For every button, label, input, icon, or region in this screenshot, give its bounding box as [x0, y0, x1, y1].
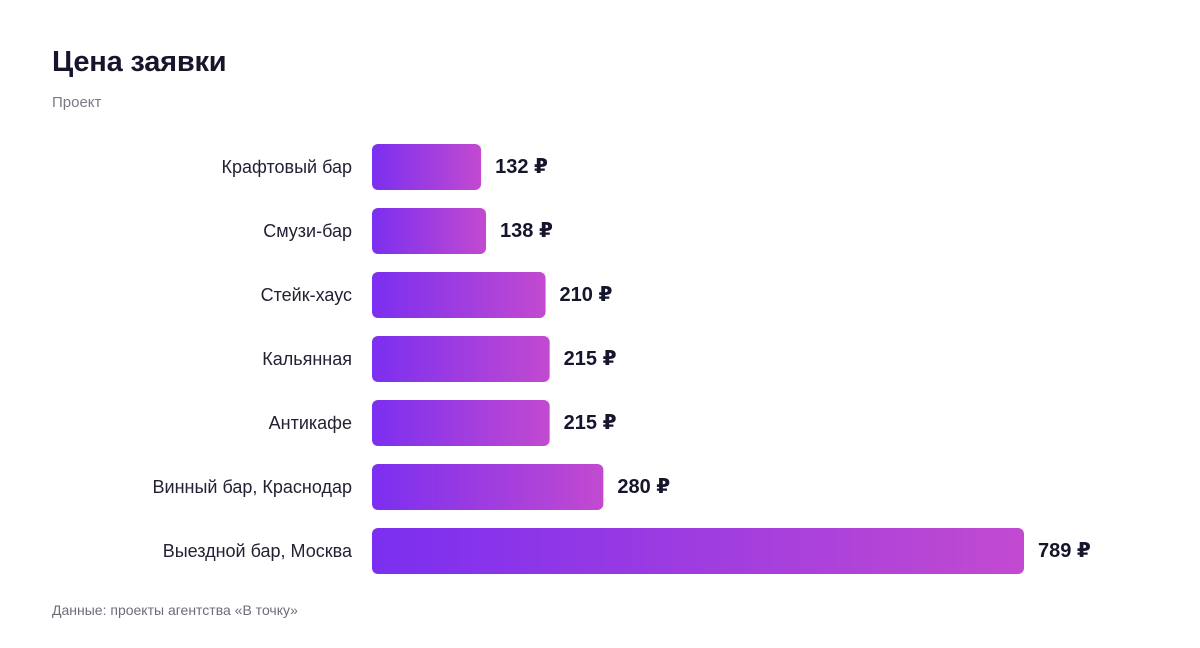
category-label: Смузи-бар	[263, 221, 352, 241]
bar	[372, 336, 550, 382]
value-label: 132 ₽	[495, 156, 548, 178]
chart-title: Цена заявки	[52, 46, 227, 78]
value-label: 138 ₽	[500, 220, 553, 242]
bar	[372, 528, 1024, 574]
value-label: 215 ₽	[564, 412, 617, 434]
category-label: Выездной бар, Москва	[163, 541, 353, 561]
bar	[372, 208, 487, 254]
bar	[372, 144, 482, 190]
value-label: 280 ₽	[617, 476, 670, 498]
bar	[372, 272, 546, 318]
value-label: 210 ₽	[560, 284, 613, 306]
bars-layer: Крафтовый бар 132 ₽ Смузи-бар 138 ₽ Стейк-ха…	[153, 144, 1091, 574]
category-label: Винный бар, Краснодар	[153, 477, 352, 497]
category-label: Стейк-хаус	[261, 285, 352, 305]
value-label: 789 ₽	[1038, 540, 1091, 562]
value-label: 215 ₽	[564, 348, 617, 370]
data-source-note: Данные: проекты агентства «В точку»	[52, 602, 298, 618]
category-label: Кальянная	[262, 349, 352, 369]
bar	[372, 400, 550, 446]
category-label: Антикафе	[269, 413, 352, 433]
bar	[372, 464, 604, 510]
category-label: Крафтовый бар	[222, 157, 352, 177]
chart-subtitle: Проект	[52, 94, 102, 111]
